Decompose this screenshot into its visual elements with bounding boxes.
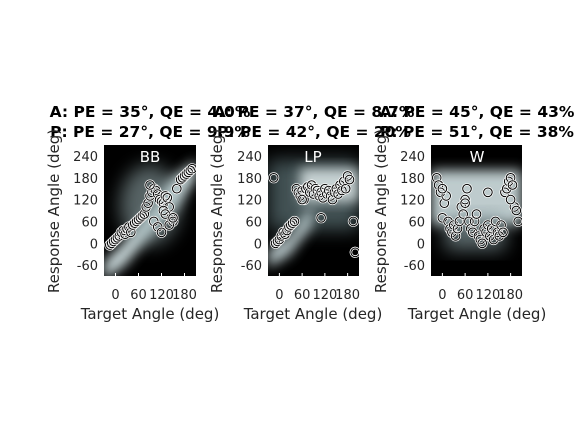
- y-tick-label: 60: [408, 215, 425, 230]
- x-tick-label: 120: [312, 288, 337, 303]
- y-tick-label: 180: [73, 172, 98, 187]
- panel-2-scatter: [268, 170, 359, 258]
- y-tick-label: 0: [90, 237, 98, 252]
- scatter-point: [460, 194, 470, 205]
- scatter-point: [160, 191, 171, 201]
- panel-1-y-ticks: -60 0 60 120 180 240: [73, 150, 98, 274]
- y-tick-label: 240: [73, 150, 98, 165]
- scatter-point: [458, 209, 469, 219]
- x-tick-label: 120: [475, 288, 500, 303]
- panel-2-y-ticks: -60 0 60 120 180 240: [237, 150, 262, 274]
- panel-1-x-label: Target Angle (deg): [80, 305, 220, 323]
- x-tick-label: 180: [335, 288, 360, 303]
- y-tick-label: 0: [417, 237, 425, 252]
- y-tick-label: 0: [254, 237, 262, 252]
- scatter-point: [297, 194, 307, 205]
- scatter-point: [511, 205, 522, 216]
- x-tick-label: 180: [498, 288, 523, 303]
- x-tick-label: 0: [438, 288, 446, 303]
- x-tick-label: 60: [457, 288, 474, 303]
- scatter-point: [340, 183, 351, 194]
- panel-3-x-label: Target Angle (deg): [407, 305, 547, 323]
- panel-2-y-label: Response Angle (deg): [208, 129, 226, 293]
- scatter-point: [483, 187, 493, 198]
- scatter-point: [316, 213, 326, 223]
- y-tick-label: 60: [245, 215, 262, 230]
- scatter-point: [344, 174, 355, 185]
- y-tick-label: 120: [400, 194, 425, 209]
- y-tick-label: 60: [81, 215, 98, 230]
- panel-2-title: LP: [304, 148, 321, 166]
- scatter-point: [462, 183, 472, 194]
- panel-3-title: W: [470, 148, 485, 166]
- panel-2-x-label: Target Angle (deg): [243, 305, 383, 323]
- scatter-point: [437, 183, 448, 194]
- panel-2-header-line-2: P: PE = 42°, QE = 20%: [217, 123, 411, 141]
- scatter-point: [289, 216, 300, 227]
- y-tick-label: -60: [241, 259, 262, 274]
- scatter-point: [172, 183, 182, 194]
- panel-1-y-label: Response Angle (deg): [45, 129, 63, 293]
- scatter-point: [350, 247, 359, 258]
- panel-3-header-line-2: P: PE = 51°, QE = 38%: [380, 123, 574, 141]
- scatter-point: [477, 238, 488, 249]
- scatter-point: [505, 194, 516, 205]
- scatter-point: [513, 216, 522, 227]
- y-tick-label: -60: [77, 259, 98, 274]
- scatter-point: [507, 180, 518, 190]
- scatter-point: [287, 218, 298, 228]
- panel-3-header-line-1: A: PE = 45°, QE = 43%: [380, 103, 575, 121]
- scatter-point: [185, 165, 196, 176]
- scatter-point: [145, 180, 155, 190]
- scatter-point: [268, 173, 279, 183]
- scatter-point: [168, 213, 178, 223]
- panel-1-scatter: [104, 163, 196, 251]
- y-tick-label: 120: [73, 194, 98, 209]
- panel-2-header-line-1: A: PE = 37°, QE = 8.7%: [214, 103, 415, 121]
- scatter-point: [460, 198, 470, 208]
- scatter-point: [471, 209, 482, 219]
- panel-3-scatter: [431, 172, 522, 249]
- y-tick-label: 240: [400, 150, 425, 165]
- scatter-point: [498, 227, 508, 238]
- x-tick-label: 0: [111, 288, 119, 303]
- x-tick-label: 60: [294, 288, 311, 303]
- x-tick-label: 60: [130, 288, 147, 303]
- y-tick-label: 180: [237, 172, 262, 187]
- x-tick-label: 0: [275, 288, 283, 303]
- scatter-point: [187, 163, 196, 174]
- scatter-point: [137, 211, 148, 221]
- scatter-point: [348, 216, 359, 227]
- y-tick-label: -60: [404, 259, 425, 274]
- panel-1-header-line-2: P: PE = 27°, QE = 9.9%: [50, 123, 250, 141]
- y-tick-label: 180: [400, 172, 425, 187]
- panel-1-title: BB: [140, 148, 161, 166]
- y-tick-label: 120: [237, 194, 262, 209]
- panel-1-header-line-1: A: PE = 35°, QE = 4.0%: [50, 103, 251, 121]
- scatter-point: [156, 227, 167, 238]
- x-tick-label: 180: [172, 288, 197, 303]
- y-tick-label: 240: [237, 150, 262, 165]
- x-tick-label: 120: [149, 288, 174, 303]
- panel-3-y-label: Response Angle (deg): [372, 129, 390, 293]
- panel-3-y-ticks: -60 0 60 120 180 240: [400, 150, 425, 274]
